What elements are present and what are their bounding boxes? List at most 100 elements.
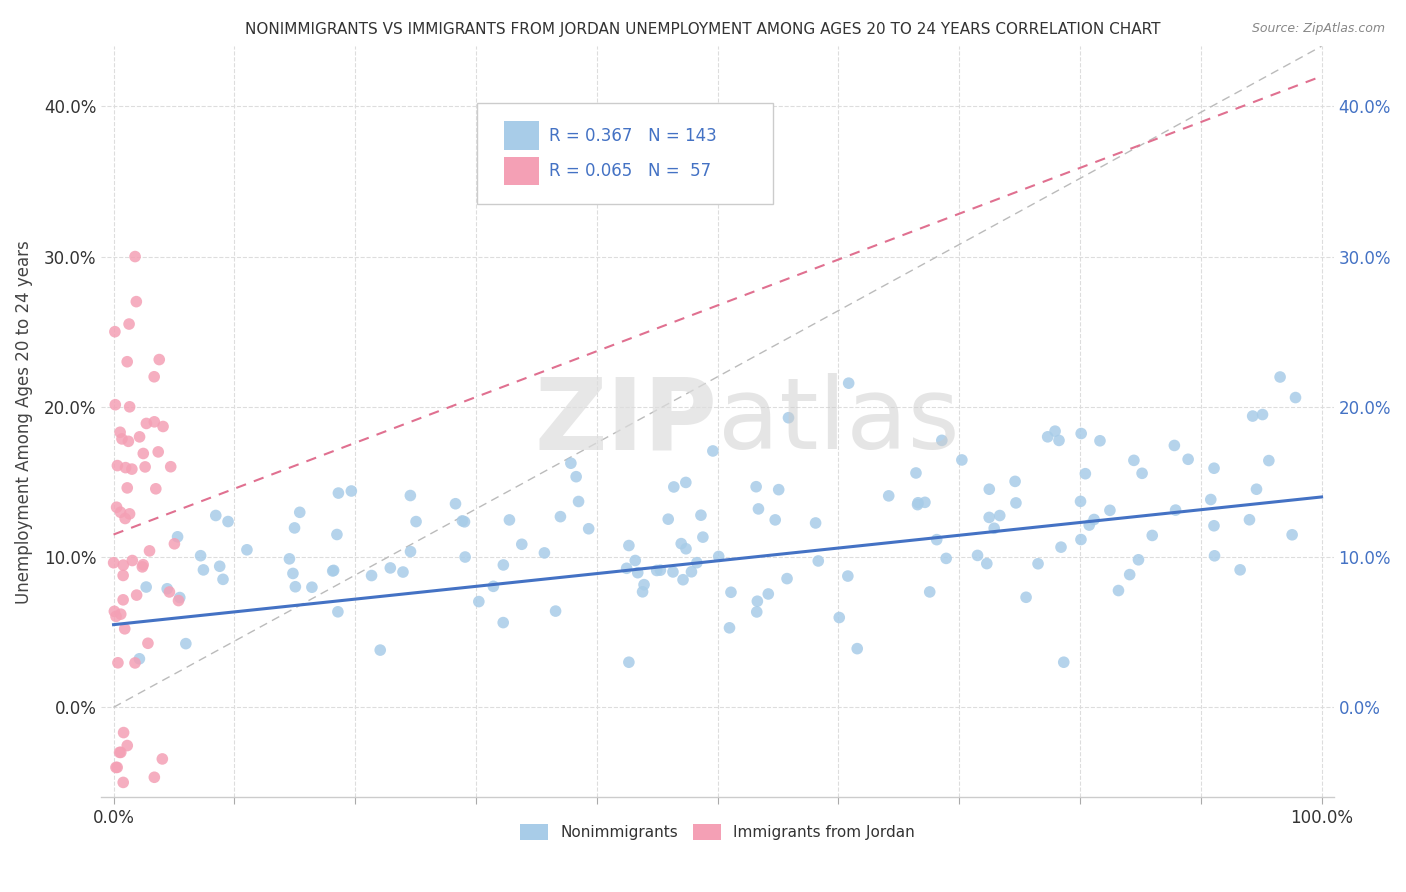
- Point: [681, 565, 703, 579]
- Text: Source: ZipAtlas.com: Source: ZipAtlas.com: [1251, 22, 1385, 36]
- Text: R = 0.065   N =  57: R = 0.065 N = 57: [548, 162, 711, 180]
- Point: [1098, 503, 1121, 517]
- Point: [983, 521, 1005, 535]
- Point: [112, 592, 135, 607]
- Point: [1241, 409, 1264, 423]
- Point: [124, 250, 146, 264]
- Point: [1108, 583, 1130, 598]
- Point: [125, 588, 148, 602]
- Point: [925, 533, 948, 547]
- Point: [931, 434, 953, 448]
- Point: [138, 544, 160, 558]
- Point: [105, 609, 128, 624]
- Point: [217, 515, 239, 529]
- Point: [322, 564, 344, 578]
- Point: [979, 510, 1001, 524]
- Point: [110, 607, 132, 622]
- Point: [907, 496, 929, 510]
- Point: [1053, 655, 1076, 669]
- Point: [117, 739, 139, 753]
- Point: [1026, 557, 1049, 571]
- Point: [838, 376, 860, 391]
- Point: [1202, 518, 1225, 533]
- Point: [935, 551, 957, 566]
- Text: ZIP: ZIP: [534, 374, 717, 470]
- Point: [560, 456, 582, 470]
- Point: [617, 655, 640, 669]
- Point: [1015, 591, 1038, 605]
- Text: atlas: atlas: [717, 374, 959, 470]
- Point: [115, 481, 138, 495]
- Point: [278, 552, 301, 566]
- Point: [804, 516, 827, 530]
- Point: [1204, 549, 1226, 563]
- Point: [103, 604, 125, 618]
- Point: [707, 549, 730, 564]
- Point: [135, 580, 157, 594]
- Point: [1122, 453, 1144, 467]
- Point: [284, 580, 307, 594]
- Point: [1004, 475, 1026, 489]
- Point: [567, 494, 589, 508]
- Point: [112, 775, 135, 789]
- Point: [1050, 540, 1073, 554]
- Point: [281, 566, 304, 581]
- Point: [510, 537, 533, 551]
- Point: [633, 577, 655, 591]
- Point: [143, 415, 166, 429]
- Point: [444, 497, 467, 511]
- Point: [193, 563, 215, 577]
- Point: [966, 549, 988, 563]
- Point: [720, 585, 742, 599]
- Point: [148, 445, 170, 459]
- Point: [768, 483, 790, 497]
- Point: [131, 560, 153, 574]
- Point: [118, 317, 141, 331]
- Point: [399, 544, 422, 558]
- Point: [453, 515, 475, 529]
- Point: [132, 558, 155, 572]
- Text: NONIMMIGRANTS VS IMMIGRANTS FROM JORDAN UNEMPLOYMENT AMONG AGES 20 TO 24 YEARS C: NONIMMIGRANTS VS IMMIGRANTS FROM JORDAN …: [245, 22, 1161, 37]
- Point: [718, 621, 741, 635]
- Point: [1281, 528, 1303, 542]
- Point: [128, 652, 150, 666]
- Point: [111, 432, 134, 446]
- Point: [1199, 492, 1222, 507]
- Point: [104, 398, 127, 412]
- Point: [1088, 434, 1111, 448]
- Point: [645, 564, 668, 578]
- Point: [907, 498, 929, 512]
- Point: [157, 585, 180, 599]
- Point: [125, 294, 148, 309]
- Point: [950, 453, 973, 467]
- Point: [156, 582, 179, 596]
- Point: [1177, 452, 1199, 467]
- Point: [692, 530, 714, 544]
- Point: [174, 637, 197, 651]
- Point: [828, 610, 851, 624]
- Point: [368, 643, 391, 657]
- FancyBboxPatch shape: [505, 157, 538, 186]
- Point: [482, 579, 505, 593]
- Point: [550, 509, 572, 524]
- Point: [322, 563, 344, 577]
- Point: [117, 434, 139, 449]
- Point: [143, 369, 166, 384]
- Point: [1118, 567, 1140, 582]
- Point: [145, 482, 167, 496]
- Point: [1246, 482, 1268, 496]
- Point: [112, 558, 135, 573]
- Point: [121, 553, 143, 567]
- Point: [159, 459, 181, 474]
- Point: [756, 587, 779, 601]
- Point: [690, 508, 713, 523]
- Point: [904, 466, 927, 480]
- Point: [326, 605, 349, 619]
- Point: [283, 521, 305, 535]
- Point: [1074, 467, 1097, 481]
- Point: [110, 745, 132, 759]
- Point: [108, 425, 131, 440]
- Point: [650, 563, 672, 577]
- Point: [763, 513, 786, 527]
- Point: [301, 580, 323, 594]
